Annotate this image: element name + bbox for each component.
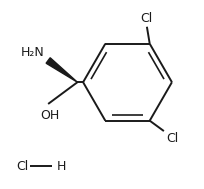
Polygon shape xyxy=(46,58,78,82)
Text: Cl: Cl xyxy=(166,132,178,145)
Text: H₂N: H₂N xyxy=(21,46,44,59)
Text: H: H xyxy=(57,160,66,173)
Text: Cl: Cl xyxy=(17,160,29,173)
Text: Cl: Cl xyxy=(140,12,152,25)
Text: OH: OH xyxy=(40,109,60,122)
